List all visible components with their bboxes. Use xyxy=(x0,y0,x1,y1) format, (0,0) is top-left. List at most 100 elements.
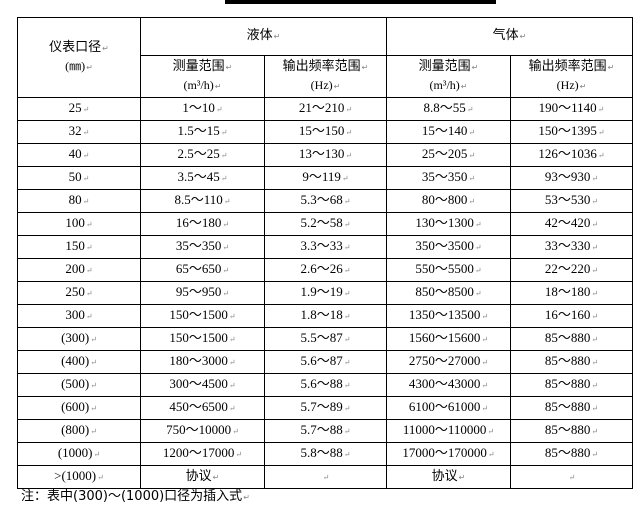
cell-diameter: 32 xyxy=(17,120,141,144)
cell-text: 9～119 xyxy=(302,169,348,184)
header-gas-measure: 测量范围 (m³/h) xyxy=(386,55,511,98)
cell-gas-measure: 850～8500 xyxy=(386,281,511,305)
cell-liquid-measure: 450～6500 xyxy=(140,396,265,420)
label: 输出频率范围 xyxy=(283,59,369,74)
cell-gas-freq: 85～880 xyxy=(510,419,633,443)
cell-gas-measure: 6100～61000 xyxy=(386,396,511,420)
cell-diameter: 300 xyxy=(17,304,141,328)
cell-text: 1560～15600 xyxy=(409,330,488,345)
cell-liquid-freq: 5.7～88 xyxy=(264,419,387,443)
cell-liquid-measure: 150～1500 xyxy=(140,304,265,328)
cell-liquid-freq: 15～150 xyxy=(264,120,387,144)
table-row: 300 150～1500 1.8～18 1350～13500 16～160 xyxy=(17,304,633,328)
cell-gas-freq: 33～330 xyxy=(510,235,633,259)
cell-text: 1350～13500 xyxy=(409,307,488,322)
header-diameter: 仪表口径 (㎜) xyxy=(17,17,141,98)
cell-gas-freq xyxy=(510,465,633,489)
cell-diameter: (300) xyxy=(17,327,141,351)
cell-text: 5.2～58 xyxy=(301,215,351,230)
cell-gas-freq: 53～530 xyxy=(510,189,633,213)
cell-text: 25～205 xyxy=(422,146,475,161)
cell-gas-freq: 93～930 xyxy=(510,166,633,190)
cell-text: 80～800 xyxy=(422,192,475,207)
cell-diameter: (800) xyxy=(17,419,141,443)
cell-text: 85～880 xyxy=(545,445,598,460)
cell-diameter: (1000) xyxy=(17,442,141,466)
cell-text: 6100～61000 xyxy=(409,399,488,414)
cell-liquid-measure: 65～650 xyxy=(140,258,265,282)
cell-text: 300 xyxy=(65,307,92,322)
cell-text: 2.5～25 xyxy=(178,146,228,161)
cell-text: (1000) xyxy=(58,445,100,460)
cell-diameter: 150 xyxy=(17,235,141,259)
cell-liquid-measure: 1～10 xyxy=(140,97,265,121)
cell-text: 3.3～33 xyxy=(301,238,351,253)
cell-liquid-measure: 2.5～25 xyxy=(140,143,265,167)
cell-text: 93～930 xyxy=(545,169,598,184)
cell-liquid-freq: 1.8～18 xyxy=(264,304,387,328)
cell-text: 850～8500 xyxy=(415,284,481,299)
header-liquid-measure: 测量范围 (m³/h) xyxy=(140,55,265,98)
footnote: 注：表中(300)～(1000)口径为插入式 xyxy=(21,485,250,504)
table-row: (500) 300～4500 5.6～88 4300～43000 85～880 xyxy=(17,373,633,397)
cell-text: 85～880 xyxy=(545,353,598,368)
table-row: (1000) 1200～17000 5.8～88 17000～170000 85～880 xyxy=(17,442,633,466)
cell-gas-measure: 8.8～55 xyxy=(386,97,511,121)
cell-diameter: 250 xyxy=(17,281,141,305)
cell-text: 750～10000 xyxy=(166,422,239,437)
cell-gas-measure: 550～5500 xyxy=(386,258,511,282)
cell-gas-measure: 1350～13500 xyxy=(386,304,511,328)
header-gas-label: 气体 xyxy=(493,28,527,43)
table-row: 40 2.5～25 13～130 25～205 126～1036 xyxy=(17,143,633,167)
cell-text: 100 xyxy=(65,215,92,230)
unit: (m³/h) xyxy=(141,78,264,94)
cell-text: 85～880 xyxy=(545,330,598,345)
cell-liquid-measure: 8.5～110 xyxy=(140,189,265,213)
cell-text: 15～150 xyxy=(299,123,352,138)
cell-gas-freq: 126～1036 xyxy=(510,143,633,167)
cell-liquid-freq: 5.7～89 xyxy=(264,396,387,420)
header-diameter-title: 仪表口径 xyxy=(49,40,109,55)
cell-liquid-measure: 150～1500 xyxy=(140,327,265,351)
cell-text: 35～350 xyxy=(422,169,475,184)
cell-liquid-freq: 13～130 xyxy=(264,143,387,167)
cell-text: 2.6～26 xyxy=(301,261,351,276)
cell-liquid-freq: 21～210 xyxy=(264,97,387,121)
cell-text: 200 xyxy=(65,261,92,276)
cell-text: 65～650 xyxy=(176,261,229,276)
table-row: 250 95～950 1.9～19 850～8500 18～180 xyxy=(17,281,633,305)
cell-liquid-measure: 300～4500 xyxy=(140,373,265,397)
cell-diameter: 200 xyxy=(17,258,141,282)
cell-liquid-measure: 180～3000 xyxy=(140,350,265,374)
cell-gas-freq: 18～180 xyxy=(510,281,633,305)
cell-gas-measure: 130～1300 xyxy=(386,212,511,236)
cell-text: 18～180 xyxy=(545,284,598,299)
cell-text: 150～1395 xyxy=(538,123,604,138)
table-row: 100 16～180 5.2～58 130～1300 42～420 xyxy=(17,212,633,236)
cell-diameter: 80 xyxy=(17,189,141,213)
cell-text: 350～3500 xyxy=(415,238,481,253)
cell-text: 5.5～87 xyxy=(301,330,351,345)
header-gas-freq: 输出频率范围 (Hz) xyxy=(510,55,633,98)
table-row: 150 35～350 3.3～33 350～3500 33～330 xyxy=(17,235,633,259)
cell-text: 25 xyxy=(69,100,90,115)
cell-text: 80 xyxy=(69,192,90,207)
cell-gas-measure: 25～205 xyxy=(386,143,511,167)
cell-text: 4300～43000 xyxy=(409,376,488,391)
table-row: (400) 180～3000 5.6～87 2750～27000 85～880 xyxy=(17,350,633,374)
cell-liquid-measure: 16～180 xyxy=(140,212,265,236)
cell-diameter: 40 xyxy=(17,143,141,167)
cell-text: 16～160 xyxy=(545,307,598,322)
cell-text: 50 xyxy=(69,169,90,184)
cell-text: 85～880 xyxy=(545,399,598,414)
table-row: 200 65～650 2.6～26 550～5500 22～220 xyxy=(17,258,633,282)
cell-text: 450～6500 xyxy=(169,399,235,414)
top-rule xyxy=(225,0,496,4)
cell-liquid-measure: 1.5～15 xyxy=(140,120,265,144)
label: 测量范围 xyxy=(173,59,233,74)
cell-liquid-freq: 5.8～88 xyxy=(264,442,387,466)
cell-text xyxy=(568,468,576,483)
cell-text: 190～1140 xyxy=(539,100,605,115)
cell-text: (500) xyxy=(61,376,97,391)
cell-gas-measure: 11000～110000 xyxy=(386,419,511,443)
